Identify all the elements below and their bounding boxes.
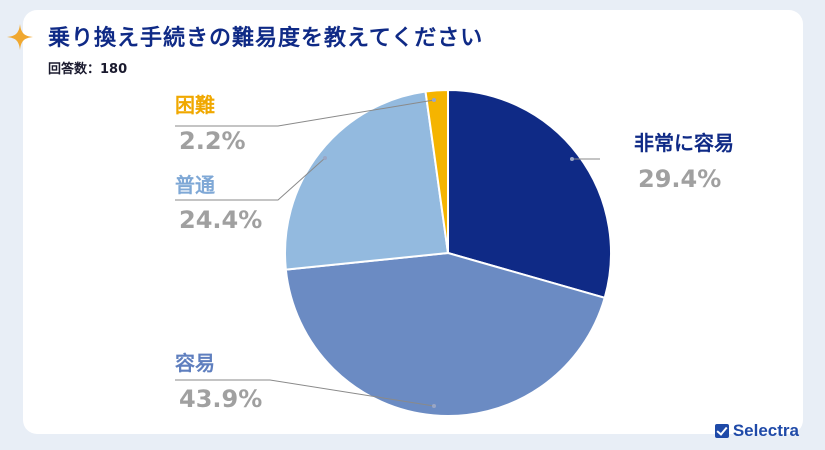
leader-dot <box>432 98 436 102</box>
slice-percent: 2.2% <box>179 127 246 155</box>
pie-slice <box>447 88 612 300</box>
slice-label: 困難 <box>175 93 215 117</box>
slice-percent: 43.9% <box>179 385 262 413</box>
leader-dot <box>323 156 327 160</box>
slice-percent: 24.4% <box>179 206 262 234</box>
slice-percent: 29.4% <box>638 165 721 193</box>
pie-slices <box>284 88 612 417</box>
slice-labels: 非常に容易 29.4% 容易 43.9% 普通 24.4% 困難 2.2% <box>175 93 734 413</box>
chart-title: 乗り換え手続きの難易度を教えてください <box>48 26 484 51</box>
check-icon <box>714 424 729 438</box>
brand-name: Selectra <box>732 421 799 440</box>
sparkle-icon <box>7 24 33 50</box>
leader-lines <box>175 98 600 408</box>
selectra-logo: Selectra <box>714 421 799 441</box>
chart-subtitle: 回答数：180 <box>48 62 128 77</box>
slice-label: 容易 <box>175 351 215 375</box>
leader-dot <box>432 404 436 408</box>
slice-label: 非常に容易 <box>634 131 734 155</box>
pie-slice <box>284 251 606 417</box>
slice-label: 普通 <box>175 173 215 197</box>
leader-dot <box>570 157 574 161</box>
pie-slice <box>284 90 450 271</box>
leader-line <box>175 99 435 127</box>
leader-line <box>175 379 435 407</box>
pie-slice <box>424 88 449 254</box>
leader-line <box>175 157 326 201</box>
